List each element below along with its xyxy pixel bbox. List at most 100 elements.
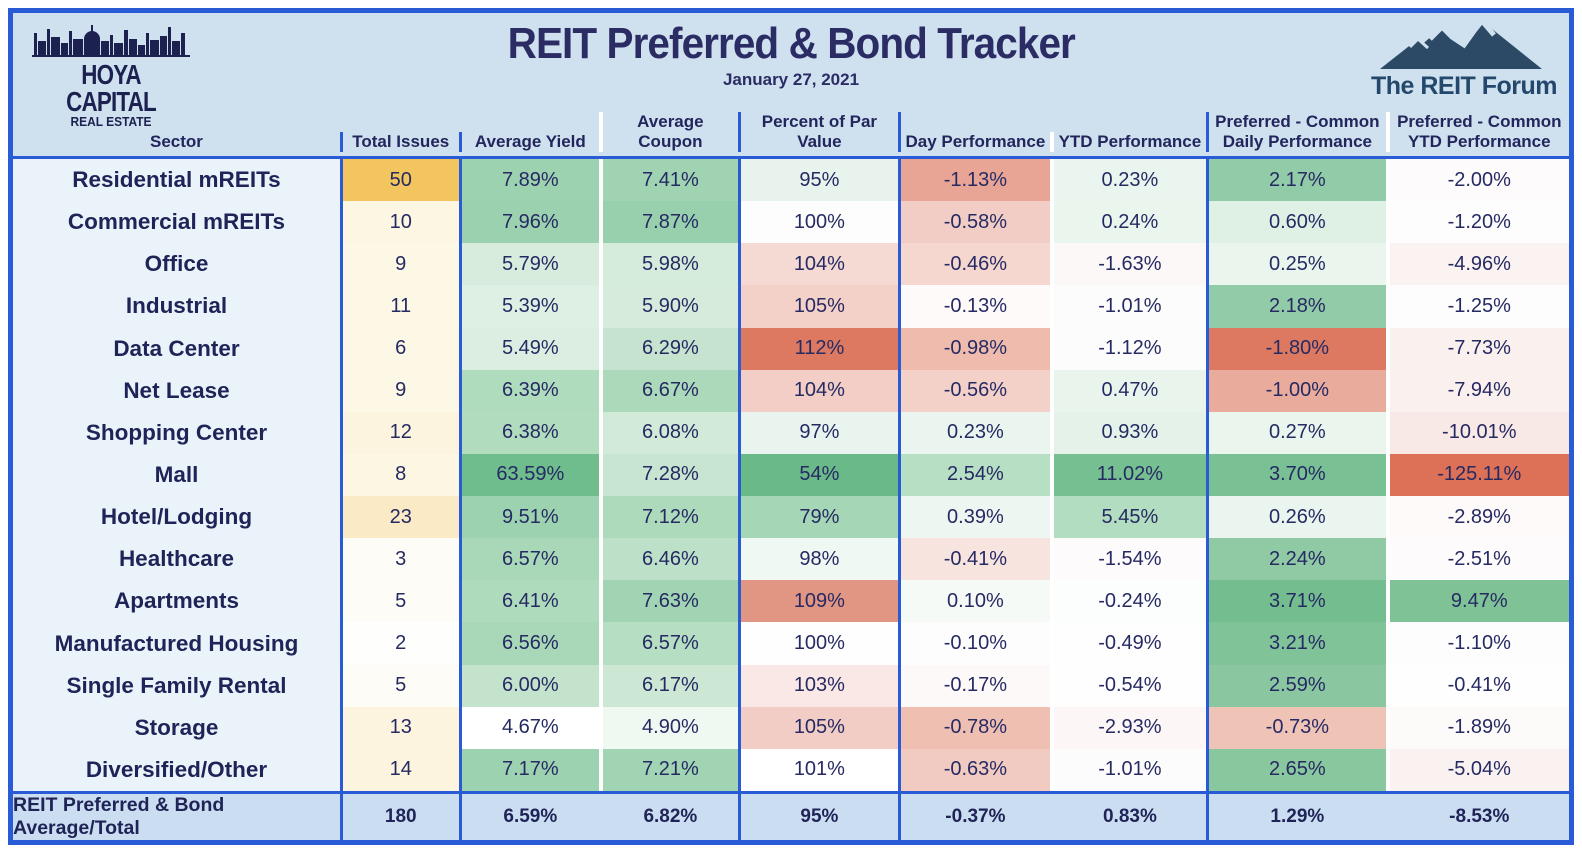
sector-label: Single Family Rental	[13, 664, 340, 707]
value-cell: 2.18%	[1206, 285, 1386, 328]
value-cell: 5	[339, 580, 462, 623]
value-cell: 7.28%	[599, 453, 738, 497]
value-cell: 7.87%	[599, 201, 738, 244]
table-footer-row: REIT Preferred & Bond Average/Total 180 6.…	[13, 791, 1569, 840]
value-cell: 0.23%	[1049, 159, 1207, 202]
value-cell: 4.90%	[599, 706, 738, 749]
value-cell: 2.24%	[1206, 538, 1386, 581]
value-cell: -5.04%	[1385, 748, 1569, 791]
value-cell: 14	[339, 748, 462, 791]
value-cell: 13	[339, 706, 462, 749]
brand-name: HOYA CAPITAL	[66, 59, 157, 117]
value-cell: -1.20%	[1385, 201, 1569, 244]
footer-value-cell: 6.82%	[599, 794, 738, 840]
tracker-card: HOYA CAPITAL REAL ESTATE REIT Preferred …	[8, 8, 1574, 845]
value-cell: 7.63%	[599, 580, 738, 623]
hoya-capital-logo: HOYA CAPITAL REAL ESTATE	[23, 21, 199, 128]
footer-value-cell: 6.59%	[461, 794, 600, 840]
value-cell: -7.73%	[1385, 327, 1569, 370]
value-cell: 10	[339, 201, 462, 244]
value-cell: 103%	[737, 664, 902, 707]
value-cell: 5.39%	[461, 285, 600, 328]
value-cell: -1.12%	[1049, 327, 1207, 370]
value-cell: 6.67%	[599, 369, 738, 412]
footer-value-cell: 95%	[737, 794, 902, 840]
value-cell: 3.71%	[1206, 580, 1386, 623]
header: HOYA CAPITAL REAL ESTATE REIT Preferred …	[13, 13, 1569, 128]
value-cell: 0.23%	[901, 411, 1050, 454]
report-date: January 27, 2021	[722, 70, 860, 90]
value-cell: 23	[339, 496, 462, 539]
value-cell: 79%	[737, 496, 902, 539]
value-cell: 6.39%	[461, 369, 600, 412]
value-cell: 9.51%	[461, 496, 600, 539]
value-cell: 9	[339, 369, 462, 412]
value-cell: -1.13%	[901, 159, 1050, 202]
column-header: Preferred - Common YTD Performance	[1385, 111, 1569, 152]
value-cell: 2.65%	[1206, 748, 1386, 791]
value-cell: 0.60%	[1206, 201, 1386, 244]
sector-label: Diversified/Other	[13, 748, 340, 791]
sector-label: Data Center	[13, 327, 340, 370]
value-cell: 11	[339, 285, 462, 328]
value-cell: -1.54%	[1049, 538, 1207, 581]
value-cell: -1.10%	[1385, 622, 1569, 665]
value-cell: 97%	[737, 411, 902, 454]
value-cell: -0.63%	[901, 748, 1050, 791]
value-cell: -0.73%	[1206, 706, 1386, 749]
forum-name: The REIT Forum	[1370, 72, 1558, 100]
value-cell: 5	[339, 664, 462, 707]
sector-label: Hotel/Lodging	[13, 496, 340, 539]
value-cell: -0.46%	[901, 243, 1050, 286]
value-cell: -0.56%	[901, 369, 1050, 412]
value-cell: 0.93%	[1049, 411, 1207, 454]
value-cell: -0.10%	[901, 622, 1050, 665]
value-cell: 104%	[737, 369, 902, 412]
value-cell: 0.26%	[1206, 496, 1386, 539]
value-cell: 7.17%	[461, 748, 600, 791]
footer-label: REIT Preferred & Bond Average/Total	[13, 794, 340, 840]
sector-label: Shopping Center	[13, 411, 340, 454]
value-cell: -0.54%	[1049, 664, 1207, 707]
value-cell: -0.41%	[1385, 664, 1569, 707]
footer-value-cell: -8.53%	[1385, 794, 1569, 840]
page-title: REIT Preferred & Bond Tracker	[507, 19, 1075, 68]
value-cell: 3	[339, 538, 462, 581]
table-body: Residential mREITs 50 7.89% 7.41% 95% -1.13% 0…	[13, 159, 1569, 791]
sector-label: Industrial	[13, 285, 340, 328]
value-cell: -0.24%	[1049, 580, 1207, 623]
value-cell: 2	[339, 622, 462, 665]
sector-label: Mall	[13, 453, 340, 497]
value-cell: 54%	[737, 453, 902, 497]
value-cell: -1.80%	[1206, 327, 1386, 370]
sector-label: Net Lease	[13, 369, 340, 412]
value-cell: 5.45%	[1049, 496, 1207, 539]
value-cell: 9.47%	[1385, 580, 1569, 623]
sector-label: Office	[13, 243, 340, 286]
value-cell: -1.89%	[1385, 706, 1569, 749]
reit-forum-logo: The REIT Forum	[1369, 17, 1559, 99]
value-cell: 112%	[737, 327, 902, 370]
value-cell: 2.54%	[901, 453, 1050, 497]
value-cell: -1.00%	[1206, 369, 1386, 412]
value-cell: 0.27%	[1206, 411, 1386, 454]
value-cell: 7.21%	[599, 748, 738, 791]
value-cell: 105%	[737, 706, 902, 749]
value-cell: -1.01%	[1049, 748, 1207, 791]
value-cell: -125.11%	[1385, 453, 1569, 497]
value-cell: -0.13%	[901, 285, 1050, 328]
title-block: REIT Preferred & Bond Tracker January 27…	[13, 19, 1569, 90]
value-cell: 3.21%	[1206, 622, 1386, 665]
value-cell: 3.70%	[1206, 453, 1386, 497]
value-cell: 0.39%	[901, 496, 1050, 539]
value-cell: 98%	[737, 538, 902, 581]
value-cell: 100%	[737, 201, 902, 244]
sector-label: Manufactured Housing	[13, 622, 340, 665]
value-cell: 12	[339, 411, 462, 454]
value-cell: -1.01%	[1049, 285, 1207, 328]
value-cell: -1.63%	[1049, 243, 1207, 286]
value-cell: -10.01%	[1385, 411, 1569, 454]
value-cell: 109%	[737, 580, 902, 623]
value-cell: -0.58%	[901, 201, 1050, 244]
value-cell: 7.12%	[599, 496, 738, 539]
